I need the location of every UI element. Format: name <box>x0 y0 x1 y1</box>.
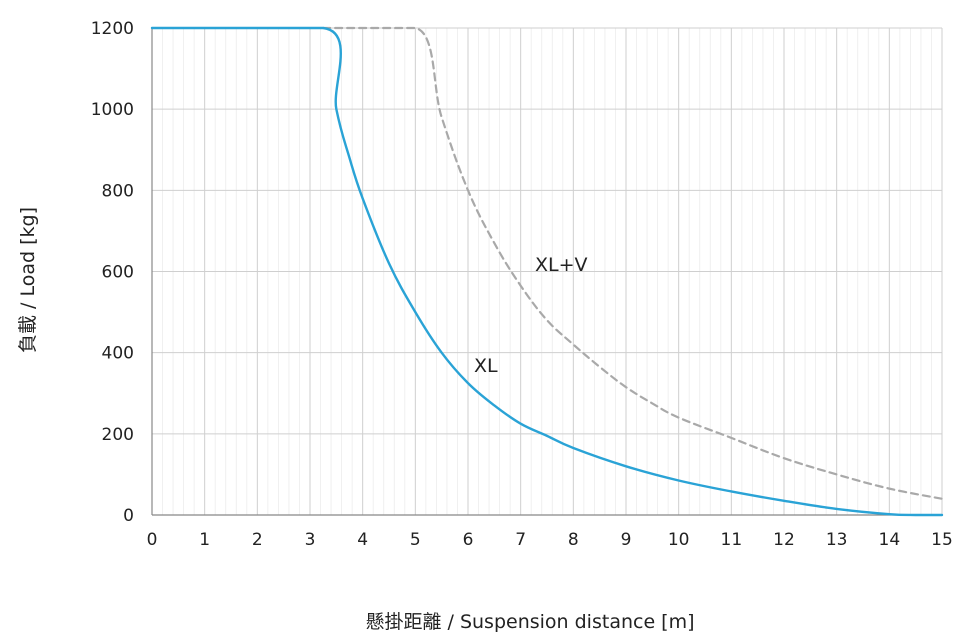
x-tick-label: 8 <box>568 530 579 550</box>
x-tick-label: 13 <box>826 530 848 550</box>
series-label-xl: XL <box>474 355 498 377</box>
y-axis-title: 負載 / Load [kg] <box>17 207 39 353</box>
x-tick-label: 1 <box>199 530 210 550</box>
x-tick-label: 11 <box>721 530 743 550</box>
series-line-xl-v <box>323 28 942 499</box>
x-tick-label: 7 <box>515 530 526 550</box>
y-tick-labels: 0 200 400 600 800 1000 1200 <box>91 19 134 526</box>
x-tick-label: 6 <box>463 530 474 550</box>
x-tick-label: 2 <box>252 530 263 550</box>
x-tick-label: 9 <box>621 530 632 550</box>
x-tick-label: 0 <box>147 530 158 550</box>
x-tick-label: 12 <box>773 530 795 550</box>
x-tick-labels: 0 1 2 3 4 5 6 7 8 9 10 11 12 13 14 15 <box>147 530 953 550</box>
y-tick-label: 600 <box>102 263 134 283</box>
y-tick-label: 0 <box>123 506 134 526</box>
y-tick-label: 1200 <box>91 19 134 39</box>
y-tick-label: 1000 <box>91 100 134 120</box>
y-tick-label: 200 <box>102 425 134 445</box>
y-tick-label: 800 <box>102 181 134 201</box>
x-tick-label: 3 <box>305 530 316 550</box>
x-tick-label: 15 <box>931 530 953 550</box>
series-label-xl-v: XL+V <box>535 254 588 276</box>
x-tick-label: 4 <box>357 530 368 550</box>
y-tick-label: 400 <box>102 344 134 364</box>
x-tick-label: 14 <box>879 530 901 550</box>
x-axis-title: 懸掛距離 / Suspension distance [m] <box>365 611 694 633</box>
x-tick-label: 10 <box>668 530 690 550</box>
x-tick-label: 5 <box>410 530 421 550</box>
